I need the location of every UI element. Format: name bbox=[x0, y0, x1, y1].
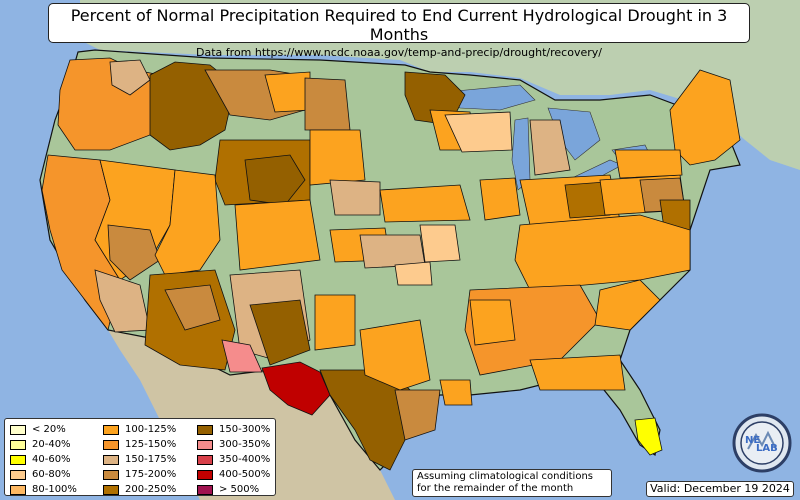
region-carolinas bbox=[594, 279, 661, 331]
legend-item: 60-80% bbox=[10, 467, 77, 482]
legend-item: 40-60% bbox=[10, 452, 77, 467]
region-illinois-north bbox=[479, 177, 521, 221]
region-louisiana-coast bbox=[439, 379, 473, 406]
legend-item: 80-100% bbox=[10, 482, 77, 497]
legend-label: 20-40% bbox=[32, 439, 71, 450]
legend-swatch bbox=[10, 424, 26, 435]
legend-swatch bbox=[197, 484, 213, 495]
legend-label: 400-500% bbox=[219, 469, 271, 480]
legend-label: 350-400% bbox=[219, 454, 271, 465]
region-oklahoma-ne bbox=[394, 261, 433, 286]
legend-swatch bbox=[103, 424, 119, 435]
note-line-2: for the remainder of the month bbox=[417, 483, 574, 494]
region-montana-east bbox=[304, 77, 351, 131]
region-300-350 bbox=[221, 339, 263, 373]
legend-swatch bbox=[10, 484, 26, 495]
map-subtitle: Data from https://www.ncdc.noaa.gov/temp… bbox=[196, 46, 602, 59]
legend-item: 150-175% bbox=[103, 452, 176, 467]
region-colorado bbox=[234, 199, 321, 271]
region-new-mexico-south bbox=[249, 299, 311, 366]
legend-swatch bbox=[10, 469, 26, 480]
region-southern-california bbox=[94, 269, 151, 333]
legend-item: 175-200% bbox=[103, 467, 176, 482]
legend-swatch bbox=[103, 484, 119, 495]
region-north-texas bbox=[359, 319, 431, 391]
legend-swatch bbox=[197, 469, 213, 480]
note-line-1: Assuming climatological conditions bbox=[417, 471, 593, 482]
region-texas-panhandle bbox=[314, 294, 356, 351]
region-missouri-west bbox=[419, 224, 461, 263]
legend-item: 400-500% bbox=[197, 467, 270, 482]
legend-swatch bbox=[10, 454, 26, 465]
legend-item: > 500% bbox=[197, 482, 270, 497]
region-michigan bbox=[529, 119, 571, 176]
legend-label: < 20% bbox=[32, 424, 66, 435]
legend-column-2: 100-125% 125-150% 150-175% 175-200% 200-… bbox=[103, 422, 176, 497]
region-nebraska-west bbox=[329, 179, 381, 216]
legend-item: 350-400% bbox=[197, 452, 270, 467]
legend-swatch bbox=[103, 439, 119, 450]
drought-regions bbox=[41, 57, 741, 471]
assumption-note: Assuming climatological conditions for t… bbox=[412, 469, 612, 497]
legend-item: 200-250% bbox=[103, 482, 176, 497]
legend-column-3: 150-300% 300-350% 350-400% 400-500% > 50… bbox=[197, 422, 270, 497]
legend-label: 150-300% bbox=[219, 424, 271, 435]
legend-item: 300-350% bbox=[197, 437, 270, 452]
region-wisconsin bbox=[444, 111, 513, 153]
nelab-logo-icon: NE LAB bbox=[732, 413, 792, 473]
legend-label: 150-175% bbox=[125, 454, 177, 465]
region-appalachia bbox=[514, 214, 691, 291]
region-gulf-coast bbox=[529, 354, 626, 391]
legend-label: 100-125% bbox=[125, 424, 177, 435]
legend-item: 20-40% bbox=[10, 437, 77, 452]
legend-swatch bbox=[103, 454, 119, 465]
title-box: Percent of Normal Precipitation Required… bbox=[48, 3, 750, 59]
logo-text-lab: LAB bbox=[756, 443, 778, 454]
legend-label: 300-350% bbox=[219, 439, 271, 450]
region-nw-washington bbox=[109, 59, 151, 96]
map-title: Percent of Normal Precipitation Required… bbox=[70, 6, 728, 44]
valid-date: Valid: December 19 2024 bbox=[646, 481, 794, 497]
legend-swatch bbox=[197, 439, 213, 450]
region-west-texas bbox=[261, 361, 331, 416]
legend-label: 200-250% bbox=[125, 484, 177, 495]
legend-label: 125-150% bbox=[125, 439, 177, 450]
legend-item: 150-300% bbox=[197, 422, 270, 437]
legend-label: 60-80% bbox=[32, 469, 71, 480]
legend-item: 100-125% bbox=[103, 422, 176, 437]
legend-label: > 500% bbox=[219, 484, 260, 495]
legend-item: 125-150% bbox=[103, 437, 176, 452]
logo-text-ne: NE bbox=[745, 435, 760, 446]
legend-swatch bbox=[103, 469, 119, 480]
region-wyoming-south bbox=[244, 154, 306, 206]
legend-label: 80-100% bbox=[32, 484, 77, 495]
region-central-nevada bbox=[107, 224, 161, 281]
region-arkansas-louisiana bbox=[469, 299, 516, 346]
legend-swatch bbox=[10, 439, 26, 450]
legend-label: 40-60% bbox=[32, 454, 71, 465]
legend-swatch bbox=[197, 424, 213, 435]
legend-label: 175-200% bbox=[125, 469, 177, 480]
region-western-dakota bbox=[309, 129, 366, 186]
legend: < 20% 20-40% 40-60% 60-80% 80-100% 100-1… bbox=[4, 418, 276, 496]
legend-column-1: < 20% 20-40% 40-60% 60-80% 80-100% bbox=[10, 422, 77, 497]
legend-item: < 20% bbox=[10, 422, 77, 437]
region-new-york bbox=[614, 149, 683, 179]
region-south-florida bbox=[634, 417, 663, 456]
region-nebraska-iowa bbox=[379, 184, 471, 223]
legend-swatch bbox=[197, 454, 213, 465]
region-east-texas bbox=[394, 389, 441, 441]
region-arizona-central bbox=[164, 284, 221, 331]
